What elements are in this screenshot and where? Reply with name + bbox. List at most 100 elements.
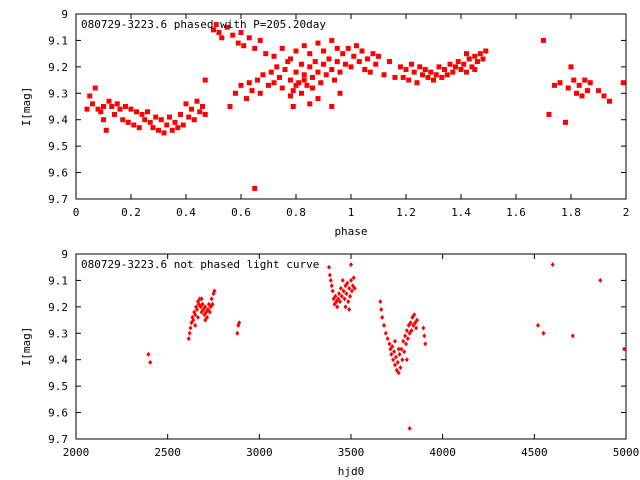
chart-0-data-point [475,59,480,65]
chart-0-data-point [576,82,582,88]
chart-0-x-tick-label: 2 [623,206,630,219]
chart-0-y-tick-label: 9.5 [48,140,68,153]
chart-0-data-point [329,37,335,43]
chart-0-data-point [409,61,414,67]
chart-0-data-point [354,43,359,49]
chart-1-data-point [343,304,348,310]
chart-1-data-point [404,328,409,334]
chart-1-data-point [402,349,407,355]
chart-1-data-point [397,351,402,357]
chart-0-data-point [296,80,302,86]
chart-0-data-point [150,125,156,131]
chart-0-data-point [288,56,293,62]
chart-1-data-point [393,338,397,344]
chart-0-data-point [241,43,247,49]
chart-1-data-point [378,299,383,305]
chart-1-x-tick-label: 2500 [154,446,181,459]
chart-0-data-point [348,64,354,70]
chart-0-data-point [167,114,172,120]
chart-0-data-point [472,67,478,72]
chart-0-data-point [213,22,219,28]
chart-0-data-point [120,117,126,123]
chart-0-data-point [472,53,478,59]
chart-0-data-point [200,104,205,109]
chart-0-data-point [158,117,164,123]
chart-0-data-point [224,24,230,30]
chart-0-data-point [315,96,321,102]
chart-1-data-point [349,277,353,283]
chart-1-data-point [212,288,217,294]
chart-0-data-point [406,77,412,83]
chart-0-data-point [147,119,153,125]
chart-0-data-point [477,51,483,57]
chart-0-data-point [197,109,203,115]
chart-1-data-point [203,304,208,310]
chart-0-data-point [417,64,423,70]
chart-1-data-point [237,320,242,326]
top-chart: 0 0.2 0.4 0.6 0.8 1 1.2 1.4 1.6 1.8 2 9 9.1 9.2 9.3 9.4… [20,8,629,238]
chart-0-data-point [546,111,552,117]
chart-0-data-point [428,69,434,75]
chart-0-data-point [596,88,601,94]
chart-1-data-point [193,322,198,328]
chart-0-data-point [620,80,626,86]
chart-0-x-tick-label: 1.6 [506,206,526,219]
chart-0-data-point [337,90,343,96]
chart-0-data-point [370,51,376,57]
chart-0-data-point [483,48,489,54]
chart-1-data-point [349,262,353,268]
bottom-chart: 2000 2500 3000 3500 4000 4500 5000 9 9.1 9.2 9.3 9.… [20,248,639,478]
chart-1-y-tick-label: 9 [61,248,68,261]
chart-1-data-point [195,307,199,312]
chart-0-data-point [464,51,469,57]
chart-0-data-point [293,82,299,88]
chart-0-data-point [178,111,183,117]
chart-0-data-point [103,127,109,133]
chart-0-y-tick-label: 9.3 [48,87,68,100]
chart-0-x-tick-label: 1.4 [451,206,471,219]
chart-0-data-point [387,59,392,65]
chart-0-x-tick-label: 0.6 [231,206,251,219]
chart-0-data-point [180,122,186,128]
chart-0-data-point [125,119,131,125]
chart-0-data-point [95,106,101,112]
chart-0-data-point [310,74,315,80]
chart-0-data-point [172,119,178,125]
chart-0-data-point [268,69,274,75]
chart-0-data-point [326,56,332,62]
chart-1-data-point [235,330,240,336]
chart-0-data-point [359,48,365,54]
chart-1-x-tick-label: 5000 [613,446,640,459]
chart-0-data-point [246,35,252,41]
chart-1-data-point [328,277,333,283]
chart-0-data-point [139,111,145,117]
chart-0-data-point [285,59,291,65]
chart-0-data-point [101,117,106,123]
chart-1-data-point [207,309,212,315]
chart-0-x-tick-label: 0.8 [286,206,306,219]
chart-0-data-point [183,101,189,107]
chart-1-data-point [340,277,345,283]
chart-0-data-point [373,61,379,67]
chart-1-data-point [327,272,332,278]
chart-1-data-point [335,304,340,310]
chart-0-data-point [579,93,585,99]
chart-0-data-point [422,67,428,72]
chart-0-x-tick-label: 0.2 [121,206,141,219]
chart-0-data-point [109,104,115,109]
chart-1-data-point [385,336,390,342]
chart-0-data-point [318,80,324,86]
chart-0-data-point [403,67,409,72]
chart-0-data-point [211,27,216,33]
chart-0-y-tick-label: 9.2 [48,61,68,74]
chart-1-data-point [203,317,208,323]
chart-0-data-point [469,64,475,70]
chart-0-data-point [145,109,150,115]
chart-0-data-point [329,67,335,72]
chart-0-data-point [307,51,313,57]
chart-1-y-tick-label: 9.4 [48,354,68,367]
chart-1-data-point [393,362,397,368]
chart-1-data-point [421,325,426,331]
chart-0-data-point [257,90,263,96]
chart-0-data-point [238,30,244,35]
